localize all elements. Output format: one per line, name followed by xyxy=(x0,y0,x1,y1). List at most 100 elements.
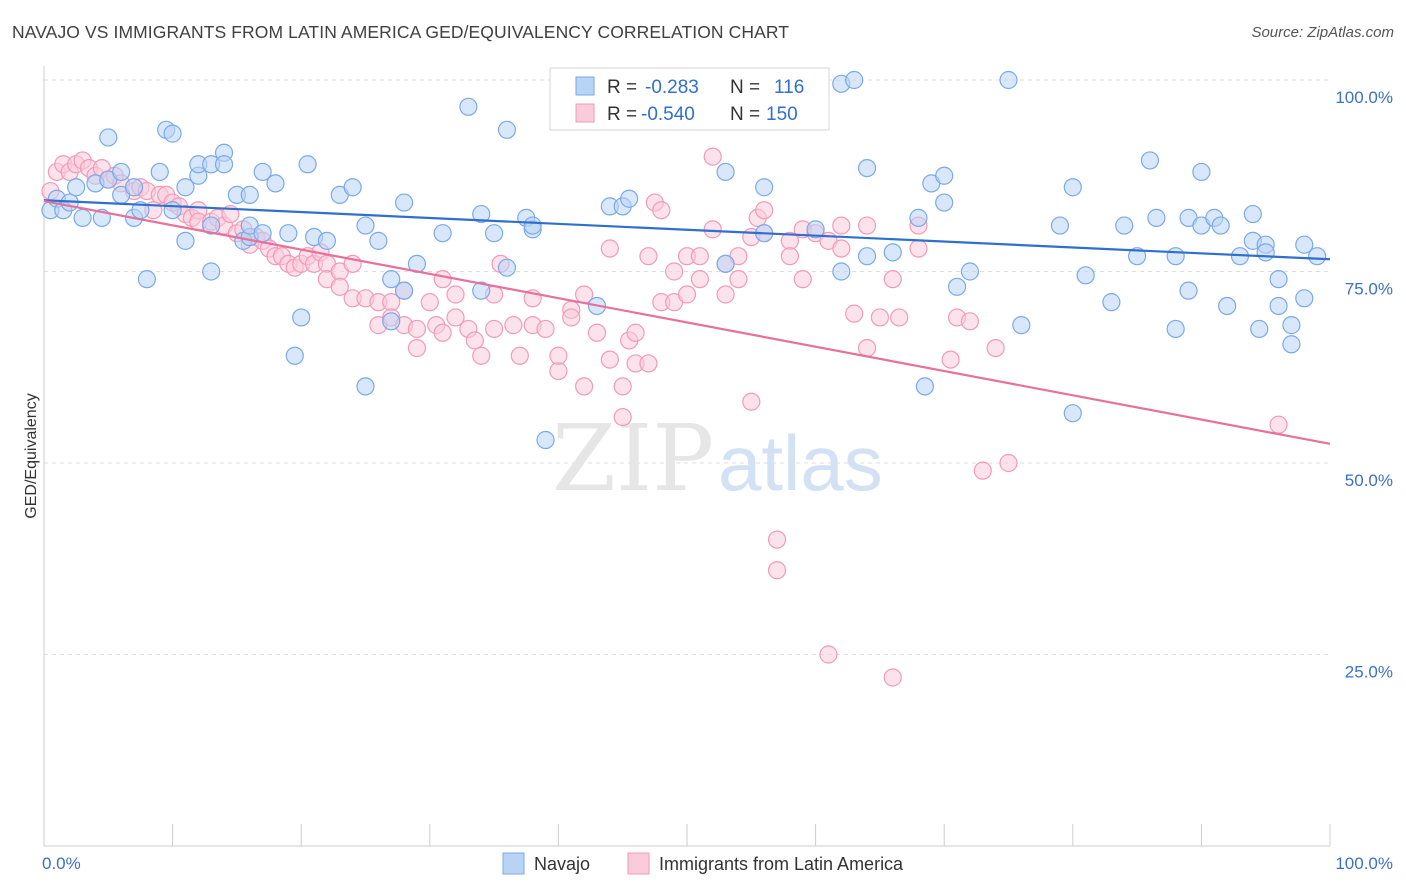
legend-box: R = -0.283 N = 116 R = -0.540 N = 150 xyxy=(549,67,830,131)
navajo-point xyxy=(253,224,272,243)
bottom-legend-swatch-navajo xyxy=(502,852,525,875)
latin-america-point xyxy=(960,312,980,331)
navajo-point xyxy=(536,430,555,450)
latin-america-point xyxy=(755,201,774,220)
navajo-point xyxy=(485,224,504,243)
navajo-point xyxy=(1012,316,1031,335)
bottom-legend-label-latin-america: Immigrants from Latin America xyxy=(659,854,904,874)
navajo-point xyxy=(716,162,735,182)
latin-america-point xyxy=(549,346,568,365)
bottom-legend-swatch-latin-america xyxy=(627,852,650,875)
latin-america-point xyxy=(600,350,619,369)
trend-lines xyxy=(43,199,1331,445)
legend-n-value-latin-america: 150 xyxy=(766,104,798,125)
navajo-point xyxy=(523,216,542,235)
navajo-point xyxy=(1243,204,1262,224)
latin-america-point xyxy=(600,239,619,258)
navajo-point xyxy=(1115,216,1134,235)
y-tick-labels: 25.0% 50.0% 75.0% 100.0% xyxy=(1335,88,1393,682)
latin-america-point xyxy=(716,285,735,304)
navajo-point xyxy=(292,308,311,327)
navajo-point xyxy=(202,262,221,281)
latin-america-point xyxy=(549,361,568,381)
latin-america-point xyxy=(832,239,851,258)
navajo-point xyxy=(1147,208,1166,227)
x-tick-label-min: 0.0% xyxy=(42,854,81,873)
legend-n-value-navajo: 116 xyxy=(774,77,804,98)
navajo-point xyxy=(356,377,375,396)
latin-america-point xyxy=(703,147,722,166)
chart-title: NAVAJO VS IMMIGRANTS FROM LATIN AMERICA … xyxy=(12,22,790,42)
latin-america-point xyxy=(729,270,748,289)
watermark: ZIP atlas xyxy=(552,405,883,512)
latin-america-point xyxy=(407,319,427,339)
navajo-point xyxy=(343,178,362,197)
navajo-point xyxy=(163,201,182,220)
navajo-point xyxy=(1308,247,1327,266)
latin-america-trend-line xyxy=(43,199,1331,445)
latin-america-point xyxy=(587,323,607,342)
latin-america-point xyxy=(465,331,484,350)
navajo-point xyxy=(472,204,491,224)
navajo-point xyxy=(960,262,980,281)
latin-america-point xyxy=(330,277,349,296)
navajo-point xyxy=(459,97,478,116)
latin-america-point xyxy=(832,216,851,235)
latin-america-point xyxy=(510,346,529,365)
latin-america-point xyxy=(613,377,632,396)
latin-america-point xyxy=(883,668,902,687)
latin-america-point xyxy=(767,530,787,549)
x-tick-label-max: 100.0% xyxy=(1335,854,1393,873)
bottom-legend-label-navajo: Navajo xyxy=(534,854,590,874)
navajo-point xyxy=(99,128,118,147)
navajo-point xyxy=(1166,319,1185,339)
navajo-point xyxy=(883,243,902,262)
navajo-point xyxy=(112,162,131,182)
navajo-point xyxy=(73,208,92,227)
latin-america-point xyxy=(941,350,960,369)
navajo-point xyxy=(832,262,851,281)
latin-america-point xyxy=(845,304,864,323)
navajo-point xyxy=(1250,319,1269,339)
navajo-point xyxy=(947,277,967,296)
navajo-point xyxy=(382,312,401,331)
navajo-point xyxy=(1063,404,1082,423)
navajo-point xyxy=(369,231,388,250)
latin-america-point xyxy=(742,392,761,411)
legend-swatch-navajo xyxy=(575,76,595,96)
navajo-point xyxy=(1295,289,1314,308)
navajo-point xyxy=(1282,335,1301,354)
navajo-point xyxy=(497,258,517,277)
latin-america-point xyxy=(407,339,427,358)
navajo-point xyxy=(1063,178,1082,197)
navajo-point xyxy=(1192,162,1211,182)
latin-america-point xyxy=(890,308,909,327)
latin-america-point xyxy=(857,339,877,358)
series-navajo-points xyxy=(41,70,1327,450)
navajo-point xyxy=(137,270,156,289)
navajo-point xyxy=(1282,316,1301,335)
navajo-point xyxy=(845,70,864,90)
latin-america-point xyxy=(446,285,465,304)
navajo-point xyxy=(857,247,877,266)
latin-america-point xyxy=(780,247,799,266)
navajo-point xyxy=(1140,151,1160,170)
navajo-point xyxy=(150,162,169,182)
navajo-point xyxy=(266,174,285,193)
latin-america-point xyxy=(504,316,523,335)
navajo-point xyxy=(433,224,452,243)
latin-america-point xyxy=(575,377,594,396)
navajo-point xyxy=(1211,216,1230,235)
y-tick-label: 25.0% xyxy=(1345,663,1393,682)
navajo-point xyxy=(176,231,195,250)
watermark-zip: ZIP xyxy=(552,405,714,512)
navajo-point xyxy=(1256,243,1275,262)
navajo-point xyxy=(317,231,337,250)
legend-n-label-navajo: N = xyxy=(730,77,760,98)
legend-r-label-latin-america: R = xyxy=(607,104,637,125)
bottom-legend: Navajo Immigrants from Latin America xyxy=(502,852,904,875)
navajo-trend-line xyxy=(43,199,1331,261)
latin-america-point xyxy=(420,293,439,312)
navajo-point xyxy=(176,178,195,197)
source-label: Source: ZipAtlas.com xyxy=(1251,24,1394,41)
